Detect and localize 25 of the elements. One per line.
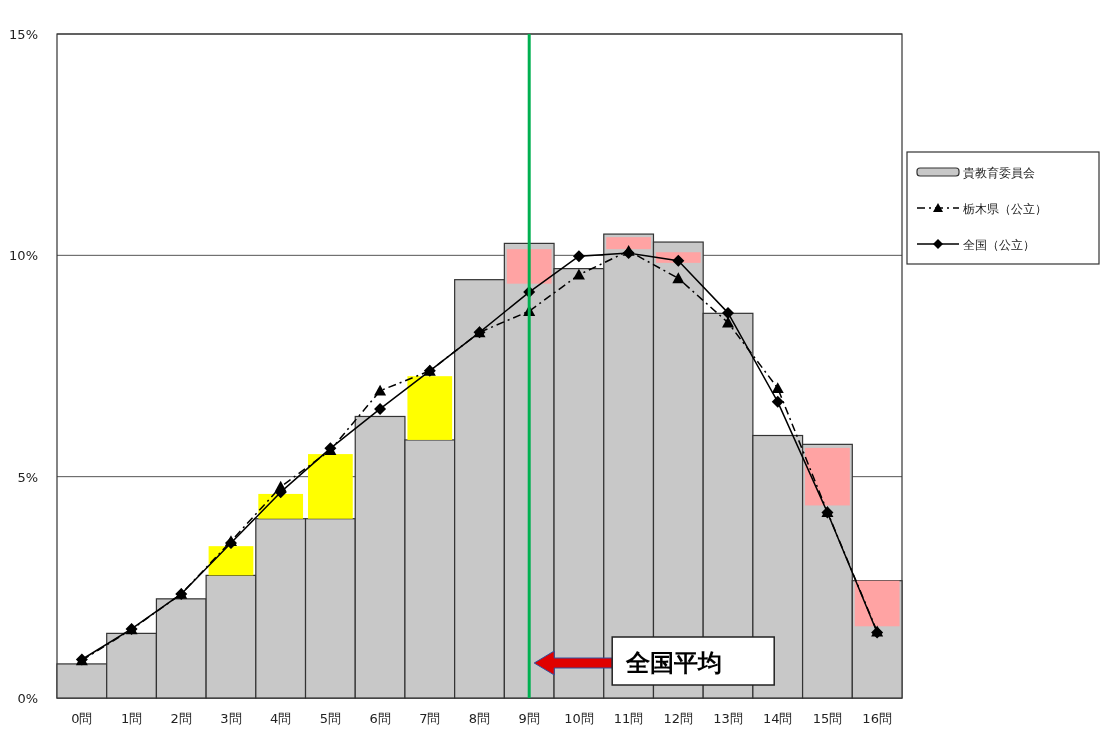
y-tick-label: 5%: [17, 469, 38, 485]
x-tick-label: 3問: [220, 711, 242, 726]
y-tick-label: 0%: [17, 691, 38, 706]
x-tick-label: 5問: [319, 711, 342, 726]
x-tick-label: 11問: [613, 711, 644, 726]
x-tick-label: 10問: [564, 711, 594, 726]
x-tick-label: 6問: [369, 711, 391, 726]
x-tick-label: 13問: [713, 711, 743, 726]
x-tick-label: 2問: [170, 711, 192, 726]
y-tick-label: 10%: [9, 248, 38, 264]
x-tick-label: 1問: [120, 711, 143, 726]
x-tick-label: 16問: [862, 711, 892, 726]
legend-label: 貴教育委員会: [963, 166, 1035, 180]
legend-label: 栃木県（公立）: [963, 202, 1047, 216]
x-tick-label: 12問: [663, 711, 694, 726]
x-tick-label: 0問: [71, 711, 93, 726]
x-tick-label: 8問: [468, 711, 491, 726]
x-tick-label: 15問: [812, 711, 843, 726]
annotation: 全国平均: [625, 649, 723, 677]
x-tick-label: 4問: [270, 711, 292, 726]
x-tick-label: 14問: [762, 711, 793, 726]
x-tick-label: 9問: [518, 711, 540, 726]
y-tick-label: 15%: [9, 27, 38, 42]
x-tick-label: 7問: [419, 711, 441, 726]
legend-label: 全国（公立）: [963, 238, 1035, 252]
